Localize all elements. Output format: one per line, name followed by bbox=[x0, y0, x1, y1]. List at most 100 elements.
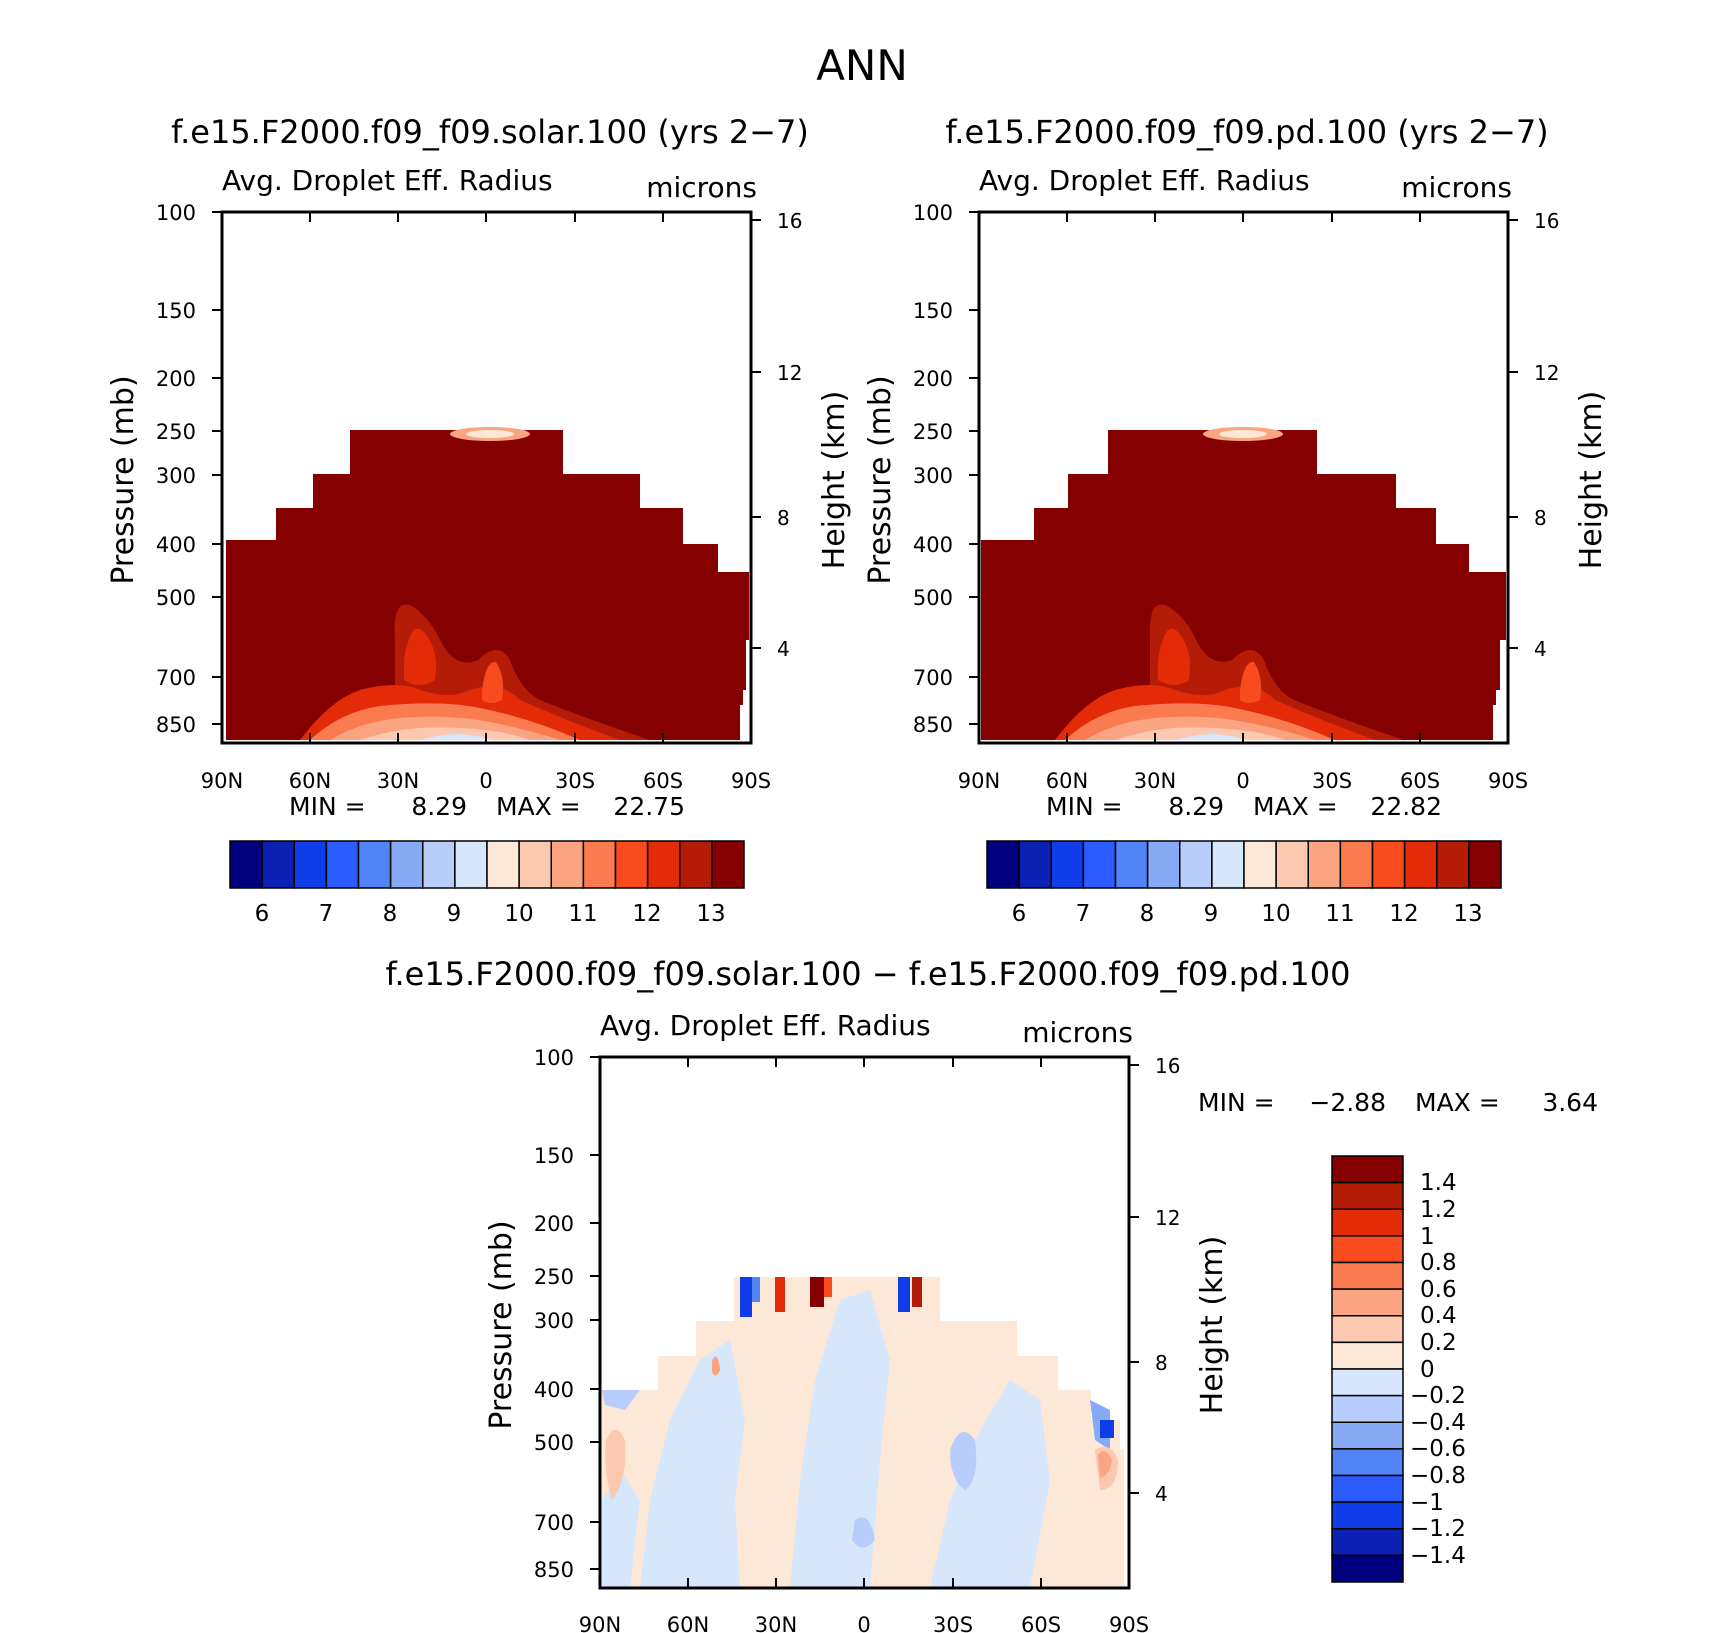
panel-pd: f.e15.F2000.f09_f09.pd.100 (yrs 2−7) Avg… bbox=[863, 113, 1609, 927]
colorbar-swatch bbox=[1018, 840, 1052, 889]
colorbar-swatch bbox=[1275, 840, 1309, 889]
colorbar-tick-label: 9 bbox=[1204, 901, 1219, 927]
panel-title: f.e15.F2000.f09_f09.solar.100 (yrs 2−7) bbox=[171, 113, 809, 151]
xtick-label: 30N bbox=[377, 769, 419, 793]
colorbar-tick-label: 1.2 bbox=[1420, 1197, 1457, 1223]
ytick-label: 150 bbox=[913, 299, 953, 323]
xtick-label: 60N bbox=[289, 769, 331, 793]
ytick-label: 400 bbox=[534, 1378, 574, 1402]
field-main bbox=[981, 430, 1506, 740]
ytick-label: 150 bbox=[156, 299, 196, 323]
field-layer-1 bbox=[420, 734, 495, 740]
field-main bbox=[226, 430, 749, 740]
field-top-lighter bbox=[466, 430, 514, 438]
ytick-label: 700 bbox=[913, 666, 953, 690]
colorbar-tick-label: 9 bbox=[447, 901, 462, 927]
colorbar-swatch bbox=[550, 840, 585, 889]
colorbar-swatch bbox=[582, 840, 617, 889]
xtick-label: 90S bbox=[731, 769, 771, 793]
field-blob-core bbox=[1158, 628, 1191, 685]
ytick-label: 400 bbox=[913, 533, 953, 557]
colorbar-swatch bbox=[1179, 840, 1213, 889]
xtick-label: 60N bbox=[667, 1613, 709, 1633]
colorbar-tick-label: 10 bbox=[504, 901, 533, 927]
colorbar-tick-label: 6 bbox=[1012, 901, 1027, 927]
x-ticks bbox=[978, 212, 1509, 743]
ytick-label: 500 bbox=[156, 586, 196, 610]
field-pos-4 bbox=[712, 1356, 720, 1376]
colorbar-swatch bbox=[711, 840, 745, 889]
colorbar-swatch bbox=[1403, 840, 1438, 889]
field-blob-core2 bbox=[482, 661, 504, 703]
min-value: 8.29 bbox=[1168, 792, 1224, 821]
y2tick-label: 12 bbox=[1155, 1206, 1180, 1230]
min-value: 8.29 bbox=[411, 792, 467, 821]
colorbar-swatch bbox=[1331, 1261, 1404, 1290]
colorbar-tick-label: −1.4 bbox=[1410, 1543, 1466, 1569]
y2-axis-label: Height (km) bbox=[1195, 1236, 1230, 1415]
colorbar-tick-label: −1.2 bbox=[1410, 1516, 1466, 1542]
colorbar-swatch bbox=[1331, 1474, 1404, 1503]
field-notch bbox=[1030, 508, 1034, 540]
max-label: MAX = bbox=[496, 792, 581, 821]
colorbar-tick-label: 1 bbox=[1420, 1224, 1435, 1250]
field-top-blue-2 bbox=[752, 1277, 760, 1302]
colorbar-swatch bbox=[1211, 840, 1245, 889]
field-layer-2 bbox=[360, 727, 530, 740]
colorbar-swatch bbox=[1331, 1235, 1404, 1264]
panel-subtitle-right: microns bbox=[646, 171, 757, 204]
ytick-label: 850 bbox=[534, 1558, 574, 1582]
colorbar-tick-label: 7 bbox=[319, 901, 334, 927]
colorbar-tick-label: −0.6 bbox=[1410, 1436, 1466, 1462]
colorbar-tick-label: 13 bbox=[696, 901, 725, 927]
colorbar-swatch bbox=[325, 840, 360, 889]
xtick-label: 90N bbox=[579, 1613, 621, 1633]
colorbar-swatch bbox=[646, 840, 681, 889]
y2tick-label: 16 bbox=[1155, 1054, 1180, 1078]
colorbar bbox=[229, 840, 745, 889]
colorbar-tick-label: 6 bbox=[255, 901, 270, 927]
field-top-blue-1 bbox=[740, 1277, 752, 1317]
ytick-label: 100 bbox=[913, 201, 953, 225]
colorbar-swatch bbox=[261, 840, 295, 889]
ytick-label: 500 bbox=[534, 1431, 574, 1455]
field-neg-2 bbox=[790, 1290, 890, 1588]
xtick-label: 90S bbox=[1109, 1613, 1149, 1633]
colorbar-swatch bbox=[1307, 840, 1342, 889]
y-axis-label: Pressure (mb) bbox=[106, 375, 141, 584]
panel-subtitle-right: microns bbox=[1022, 1016, 1133, 1049]
colorbar-swatch bbox=[1331, 1368, 1404, 1397]
field-neg-1 bbox=[640, 1340, 745, 1588]
colorbar-swatch bbox=[986, 840, 1020, 889]
ytick-label: 250 bbox=[156, 420, 196, 444]
panel-solar: f.e15.F2000.f09_f09.solar.100 (yrs 2−7) … bbox=[106, 113, 852, 927]
max-label: MAX = bbox=[1253, 792, 1338, 821]
colorbar-swatch bbox=[1331, 1315, 1404, 1344]
panel-subtitle-left: Avg. Droplet Eff. Radius bbox=[600, 1009, 931, 1042]
y-axis-label: Pressure (mb) bbox=[863, 375, 898, 584]
colorbar-tick-label: 8 bbox=[383, 901, 398, 927]
contour-field bbox=[981, 427, 1506, 740]
xtick-label: 30S bbox=[555, 769, 595, 793]
colorbar-swatch bbox=[614, 840, 649, 889]
colorbar-swatch bbox=[1339, 840, 1374, 889]
colorbar-swatch bbox=[422, 840, 456, 889]
colorbar-tick-label: −1 bbox=[1410, 1490, 1444, 1516]
colorbar-swatch bbox=[1243, 840, 1277, 889]
xtick-label: 90S bbox=[1488, 769, 1528, 793]
ytick-label: 200 bbox=[534, 1212, 574, 1236]
colorbar-swatch bbox=[1331, 1288, 1404, 1317]
ytick-label: 300 bbox=[156, 464, 196, 488]
max-value: 22.75 bbox=[613, 792, 685, 821]
min-label: MIN = bbox=[1198, 1088, 1275, 1117]
ytick-label: 500 bbox=[913, 586, 953, 610]
field-layer-1 bbox=[1175, 734, 1250, 740]
field-pos-1 bbox=[605, 1430, 626, 1500]
ytick-label: 250 bbox=[534, 1265, 574, 1289]
colorbar-tick-label: 11 bbox=[1325, 901, 1354, 927]
xtick-label: 30S bbox=[1312, 769, 1352, 793]
y-axis-label: Pressure (mb) bbox=[484, 1220, 519, 1429]
field-top-red-1 bbox=[775, 1277, 785, 1312]
xtick-label: 60S bbox=[1400, 769, 1440, 793]
